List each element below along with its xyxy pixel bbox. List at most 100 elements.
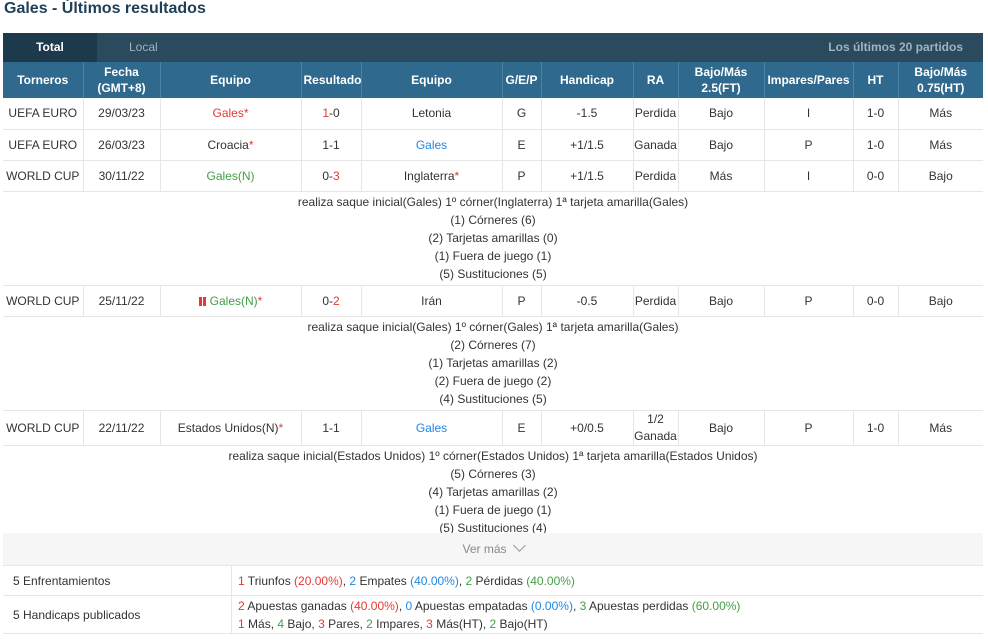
home-team[interactable]: Gales* [160, 98, 302, 130]
tab-local[interactable]: Local [129, 40, 158, 54]
match-details: realiza saque inicial(Estados Unidos) 1º… [3, 445, 983, 540]
lost-label: Apuestas perdidas [586, 599, 692, 613]
tournament[interactable]: UEFA EURO [3, 129, 84, 161]
col-header: Impares/Pares [764, 62, 854, 98]
page-title: Gales - Últimos resultados [4, 0, 206, 17]
score[interactable]: 1-1 [301, 129, 362, 161]
losses-pct: (40.00%) [526, 574, 575, 588]
show-more-button[interactable]: Ver más [3, 533, 983, 566]
results-table: Torneros Fecha (GMT+8) Equipo Resultado … [3, 62, 983, 540]
details-line: (4) Tarjetas amarillas (2) [428, 484, 558, 499]
tab-bar: Total Local Los últimos 20 partidos [3, 33, 983, 62]
wins-label: Triunfos [244, 574, 295, 588]
over-under-ht: Bajo [898, 285, 983, 317]
tab-total[interactable]: Total [3, 33, 97, 62]
gep-result: G [502, 98, 542, 130]
over-under: Bajo [678, 129, 765, 161]
results-summary: 1 Triunfos (20.00%), 2 Empates (40.00%),… [238, 574, 575, 588]
match-row[interactable]: UEFA EURO 29/03/23 Gales* 1-0 Letonia G … [3, 98, 983, 130]
match-row[interactable]: WORLD CUP 25/11/22 Gales(N)* 0-2 Irán P … [3, 285, 983, 317]
col-header: Bajo/Más 0.75(HT) [898, 62, 983, 98]
score[interactable]: 0-2 [301, 285, 362, 317]
score-sep: - [329, 293, 333, 308]
count-label: Bajo, [284, 617, 319, 631]
home-team[interactable]: Gales(N) [160, 160, 302, 192]
ra-result: 1/2 Ganada [633, 410, 679, 446]
details-line: (2) Tarjetas amarillas (0) [428, 230, 558, 245]
col-header: Handicap [541, 62, 634, 98]
tournament[interactable]: UEFA EURO [3, 98, 84, 130]
match-details-row: realiza saque inicial(Gales) 1º córner(G… [3, 316, 983, 411]
home-team[interactable]: Estados Unidos(N)* [160, 410, 302, 446]
details-line: realiza saque inicial(Estados Unidos) 1º… [228, 448, 758, 463]
ra-label: Ganada [634, 428, 677, 443]
home-team[interactable]: Gales(N)* [160, 285, 302, 317]
match-date: 26/03/23 [83, 129, 161, 161]
score-sep: - [329, 106, 333, 121]
details-line: (1) Tarjetas amarillas (2) [428, 355, 558, 370]
handicap: +1/1.5 [541, 160, 634, 192]
count-label: Impares, [372, 617, 427, 631]
gep-result: E [502, 129, 542, 161]
score-away: 2 [333, 293, 340, 308]
away-team[interactable]: Inglaterra* [361, 160, 503, 192]
match-row[interactable]: WORLD CUP 22/11/22 Estados Unidos(N)* 1-… [3, 410, 983, 446]
score-home: 0 [322, 168, 329, 183]
away-marker: * [454, 168, 460, 183]
details-line: (5) Sustituciones (5) [439, 266, 547, 281]
handicaps-line: 2 Apuestas ganadas (40.00%), 0 Apuestas … [238, 599, 741, 613]
match-row[interactable]: WORLD CUP 30/11/22 Gales(N) 0-3 Inglater… [3, 160, 983, 192]
home-team[interactable]: Croacia* [160, 129, 302, 161]
wins-count: 1 [238, 574, 245, 588]
away-team[interactable]: Gales [361, 410, 503, 446]
count-label: Pares, [324, 617, 367, 631]
score[interactable]: 1-1 [301, 410, 362, 446]
tied-label: Apuestas empatadas [412, 599, 531, 613]
away-team[interactable]: Gales [361, 129, 503, 161]
score-home: 1 [322, 137, 329, 152]
away-team[interactable]: Letonia [361, 98, 503, 130]
score-home: 1 [322, 420, 329, 435]
col-header: Equipo [361, 62, 503, 98]
score-away: 3 [333, 168, 340, 183]
details-line: (5) Sustituciones (4) [439, 520, 547, 535]
details-line: (5) Córneres (3) [450, 466, 536, 481]
match-details: realiza saque inicial(Gales) 1º córner(I… [3, 191, 983, 286]
details-line: (1) Fuera de juego (1) [434, 502, 552, 517]
away-team[interactable]: Irán [361, 285, 503, 317]
home-team-name: Estados Unidos(N) [177, 420, 279, 435]
tied-count: 0 [405, 599, 413, 613]
away-team-name: Inglaterra [403, 168, 455, 183]
over-under-ht: Más [898, 98, 983, 130]
over-under-ht: Más [898, 129, 983, 161]
score[interactable]: 1-0 [301, 98, 362, 130]
ra-result: Perdida [633, 98, 679, 130]
half-time: 0-0 [853, 160, 899, 192]
count: 2 [489, 617, 497, 631]
away-team-name: Gales [415, 420, 448, 435]
wins-pct: (20.00%) [294, 574, 343, 588]
home-marker: * [248, 137, 254, 152]
over-under: Bajo [678, 410, 765, 446]
last-matches-selector[interactable]: Los últimos 20 partidos [828, 40, 963, 54]
lost-count: 3 [579, 599, 587, 613]
score[interactable]: 0-3 [301, 160, 362, 192]
tournament[interactable]: WORLD CUP [3, 410, 84, 446]
losses-label: Pérdidas [472, 574, 527, 588]
match-row[interactable]: UEFA EURO 26/03/23 Croacia* 1-1 Gales E … [3, 129, 983, 161]
won-label: Apuestas ganadas [244, 599, 351, 613]
totals-line: 1 Más, 4 Bajo, 3 Pares, 2 Impares, 3 Más… [238, 615, 740, 633]
col-header: HT [853, 62, 899, 98]
col-header: Bajo/Más 2.5(FT) [678, 62, 765, 98]
col-header: Resultado [301, 62, 362, 98]
tournament[interactable]: WORLD CUP [3, 285, 84, 317]
match-details: realiza saque inicial(Gales) 1º córner(G… [3, 316, 983, 411]
draws-pct: (40.00%) [410, 574, 459, 588]
count: 3 [318, 617, 325, 631]
handicaps-summary: 2 Apuestas ganadas (40.00%), 0 Apuestas … [238, 597, 740, 633]
odd-even: I [764, 98, 854, 130]
tournament[interactable]: WORLD CUP [3, 160, 84, 192]
handicap: -1.5 [541, 98, 634, 130]
odd-even: P [764, 410, 854, 446]
score-sep: - [329, 168, 333, 183]
